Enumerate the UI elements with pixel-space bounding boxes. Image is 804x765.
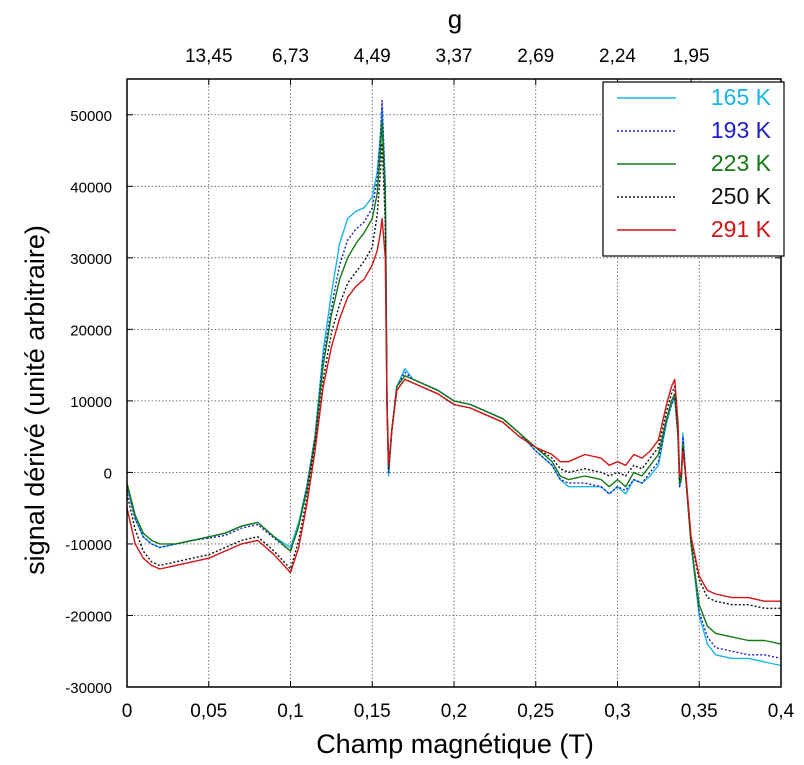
x-tick-label: 0,2 xyxy=(441,701,467,722)
y-tick-label: -20000 xyxy=(65,608,112,625)
y-tick-label: 40000 xyxy=(70,179,112,196)
legend: 165 K 193 K 223 K 250 K 291 K xyxy=(602,81,785,257)
top-tick-label: 13,45 xyxy=(185,46,233,67)
x-tick-label: 0,15 xyxy=(354,701,391,722)
legend-label: 223 K xyxy=(711,150,772,176)
top-tick-label: 2,24 xyxy=(599,46,636,67)
y-tick-label: -10000 xyxy=(65,537,112,554)
x-tick-label: 0,3 xyxy=(604,701,630,722)
x-tick-label: 0,25 xyxy=(517,701,554,722)
y-tick-label: 50000 xyxy=(70,108,112,125)
top-axis-title: g xyxy=(448,4,462,34)
legend-label: 250 K xyxy=(711,183,772,209)
y-tick-label: 30000 xyxy=(70,251,112,268)
y-tick-label: 0 xyxy=(104,465,112,482)
legend-box xyxy=(602,81,785,257)
legend-label: 291 K xyxy=(711,216,772,242)
tick-labels: 0 0,05 0,1 0,15 0,2 0,25 0,3 0,35 0,4 -30000 -2000… xyxy=(65,46,794,722)
y-tick-label: 20000 xyxy=(70,322,112,339)
y-tick-label: -30000 xyxy=(65,680,112,697)
top-tick-label: 1,95 xyxy=(673,46,710,67)
top-tick-label: 2,69 xyxy=(517,46,554,67)
y-tick-label: 10000 xyxy=(70,394,112,411)
series-line xyxy=(126,217,781,602)
legend-label: 193 K xyxy=(711,117,772,143)
x-tick-label: 0,05 xyxy=(190,701,227,722)
x-tick-label: 0 xyxy=(122,701,133,722)
x-tick-label: 0,35 xyxy=(681,701,718,722)
legend-label: 165 K xyxy=(711,84,772,110)
top-tick-label: 4,49 xyxy=(354,46,391,67)
x-tick-label: 0,1 xyxy=(277,701,303,722)
x-tick-label: 0,4 xyxy=(768,701,795,722)
top-tick-label: 6,73 xyxy=(272,46,309,67)
top-tick-label: 3,37 xyxy=(436,46,473,67)
series-group xyxy=(126,99,782,667)
y-axis-title: signal dérivé (unité arbitraire) xyxy=(20,225,50,575)
x-axis-title: Champ magnétique (T) xyxy=(316,729,594,759)
